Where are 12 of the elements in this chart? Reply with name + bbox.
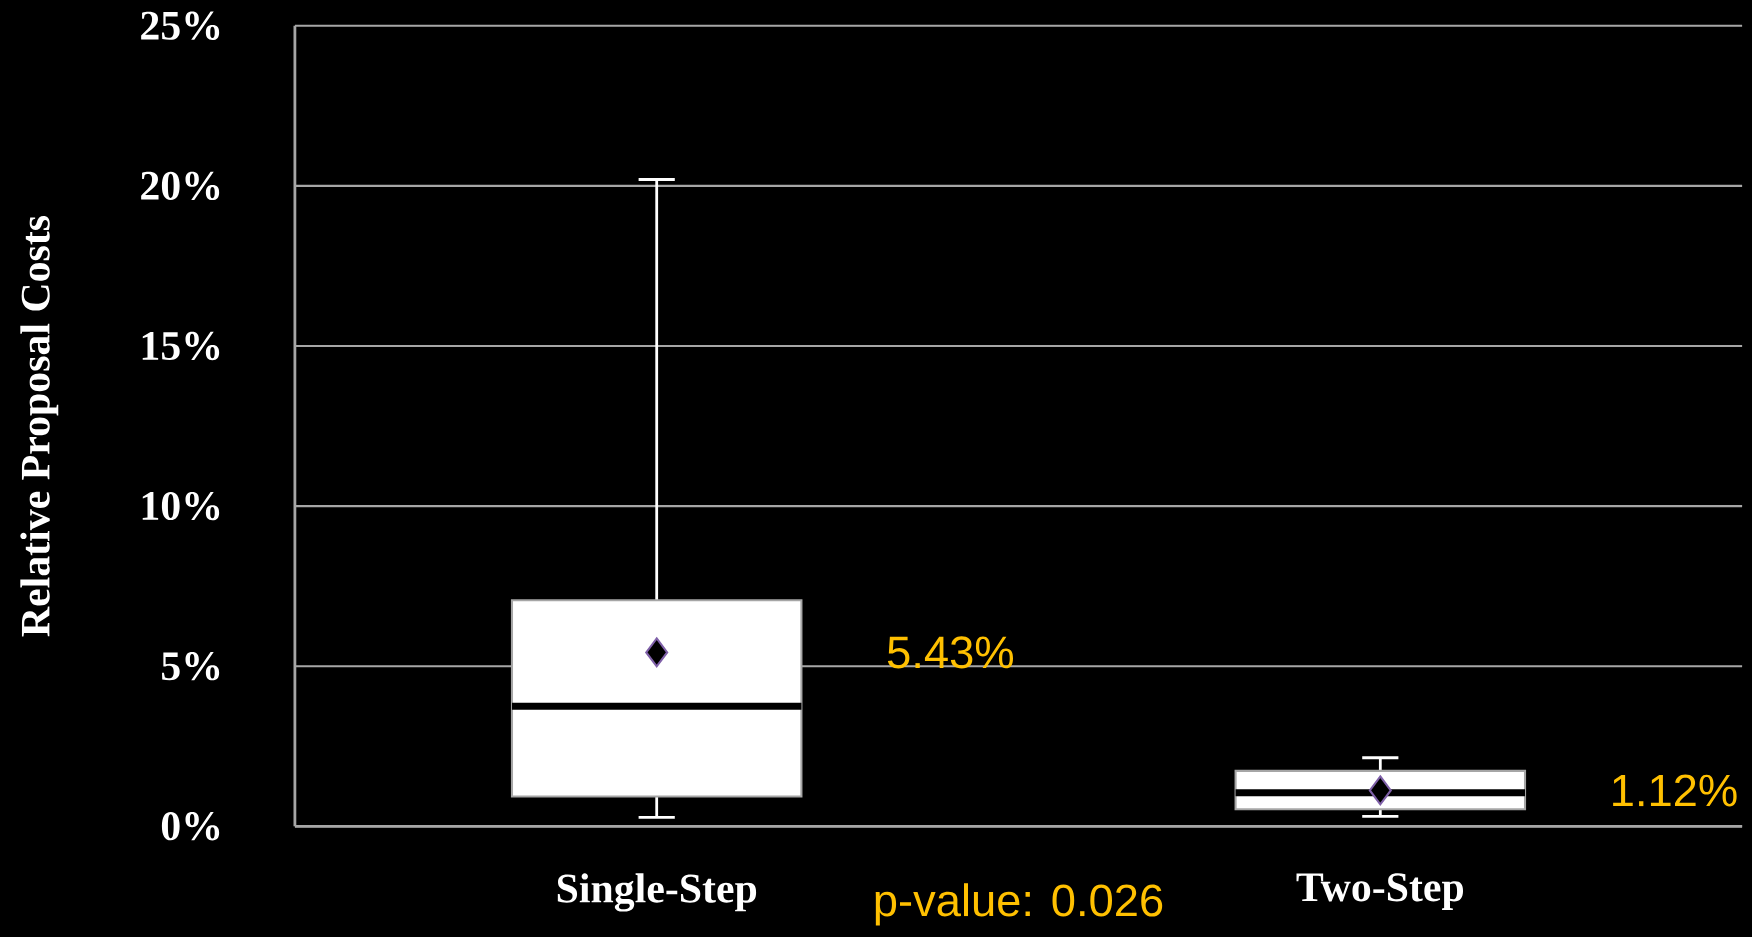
x-tick-label: Single-Step [557, 873, 757, 912]
annotation: 5.43% [887, 636, 1013, 669]
y-tick-label: 25% [141, 11, 220, 40]
y-tick-label: 20% [141, 171, 220, 201]
y-tick-label: 15% [142, 331, 220, 361]
text: p-value: 0.026 [875, 883, 1163, 926]
annotation: 1.12% [1613, 774, 1737, 807]
y-tick-label: 0% [161, 812, 220, 841]
y-axis-title: Relative Proposal Costs [20, 215, 59, 637]
y-tick-label: 5% [162, 651, 220, 681]
x-tick-label: Two-Step [1296, 873, 1464, 910]
y-tick-label: 10% [142, 491, 220, 521]
